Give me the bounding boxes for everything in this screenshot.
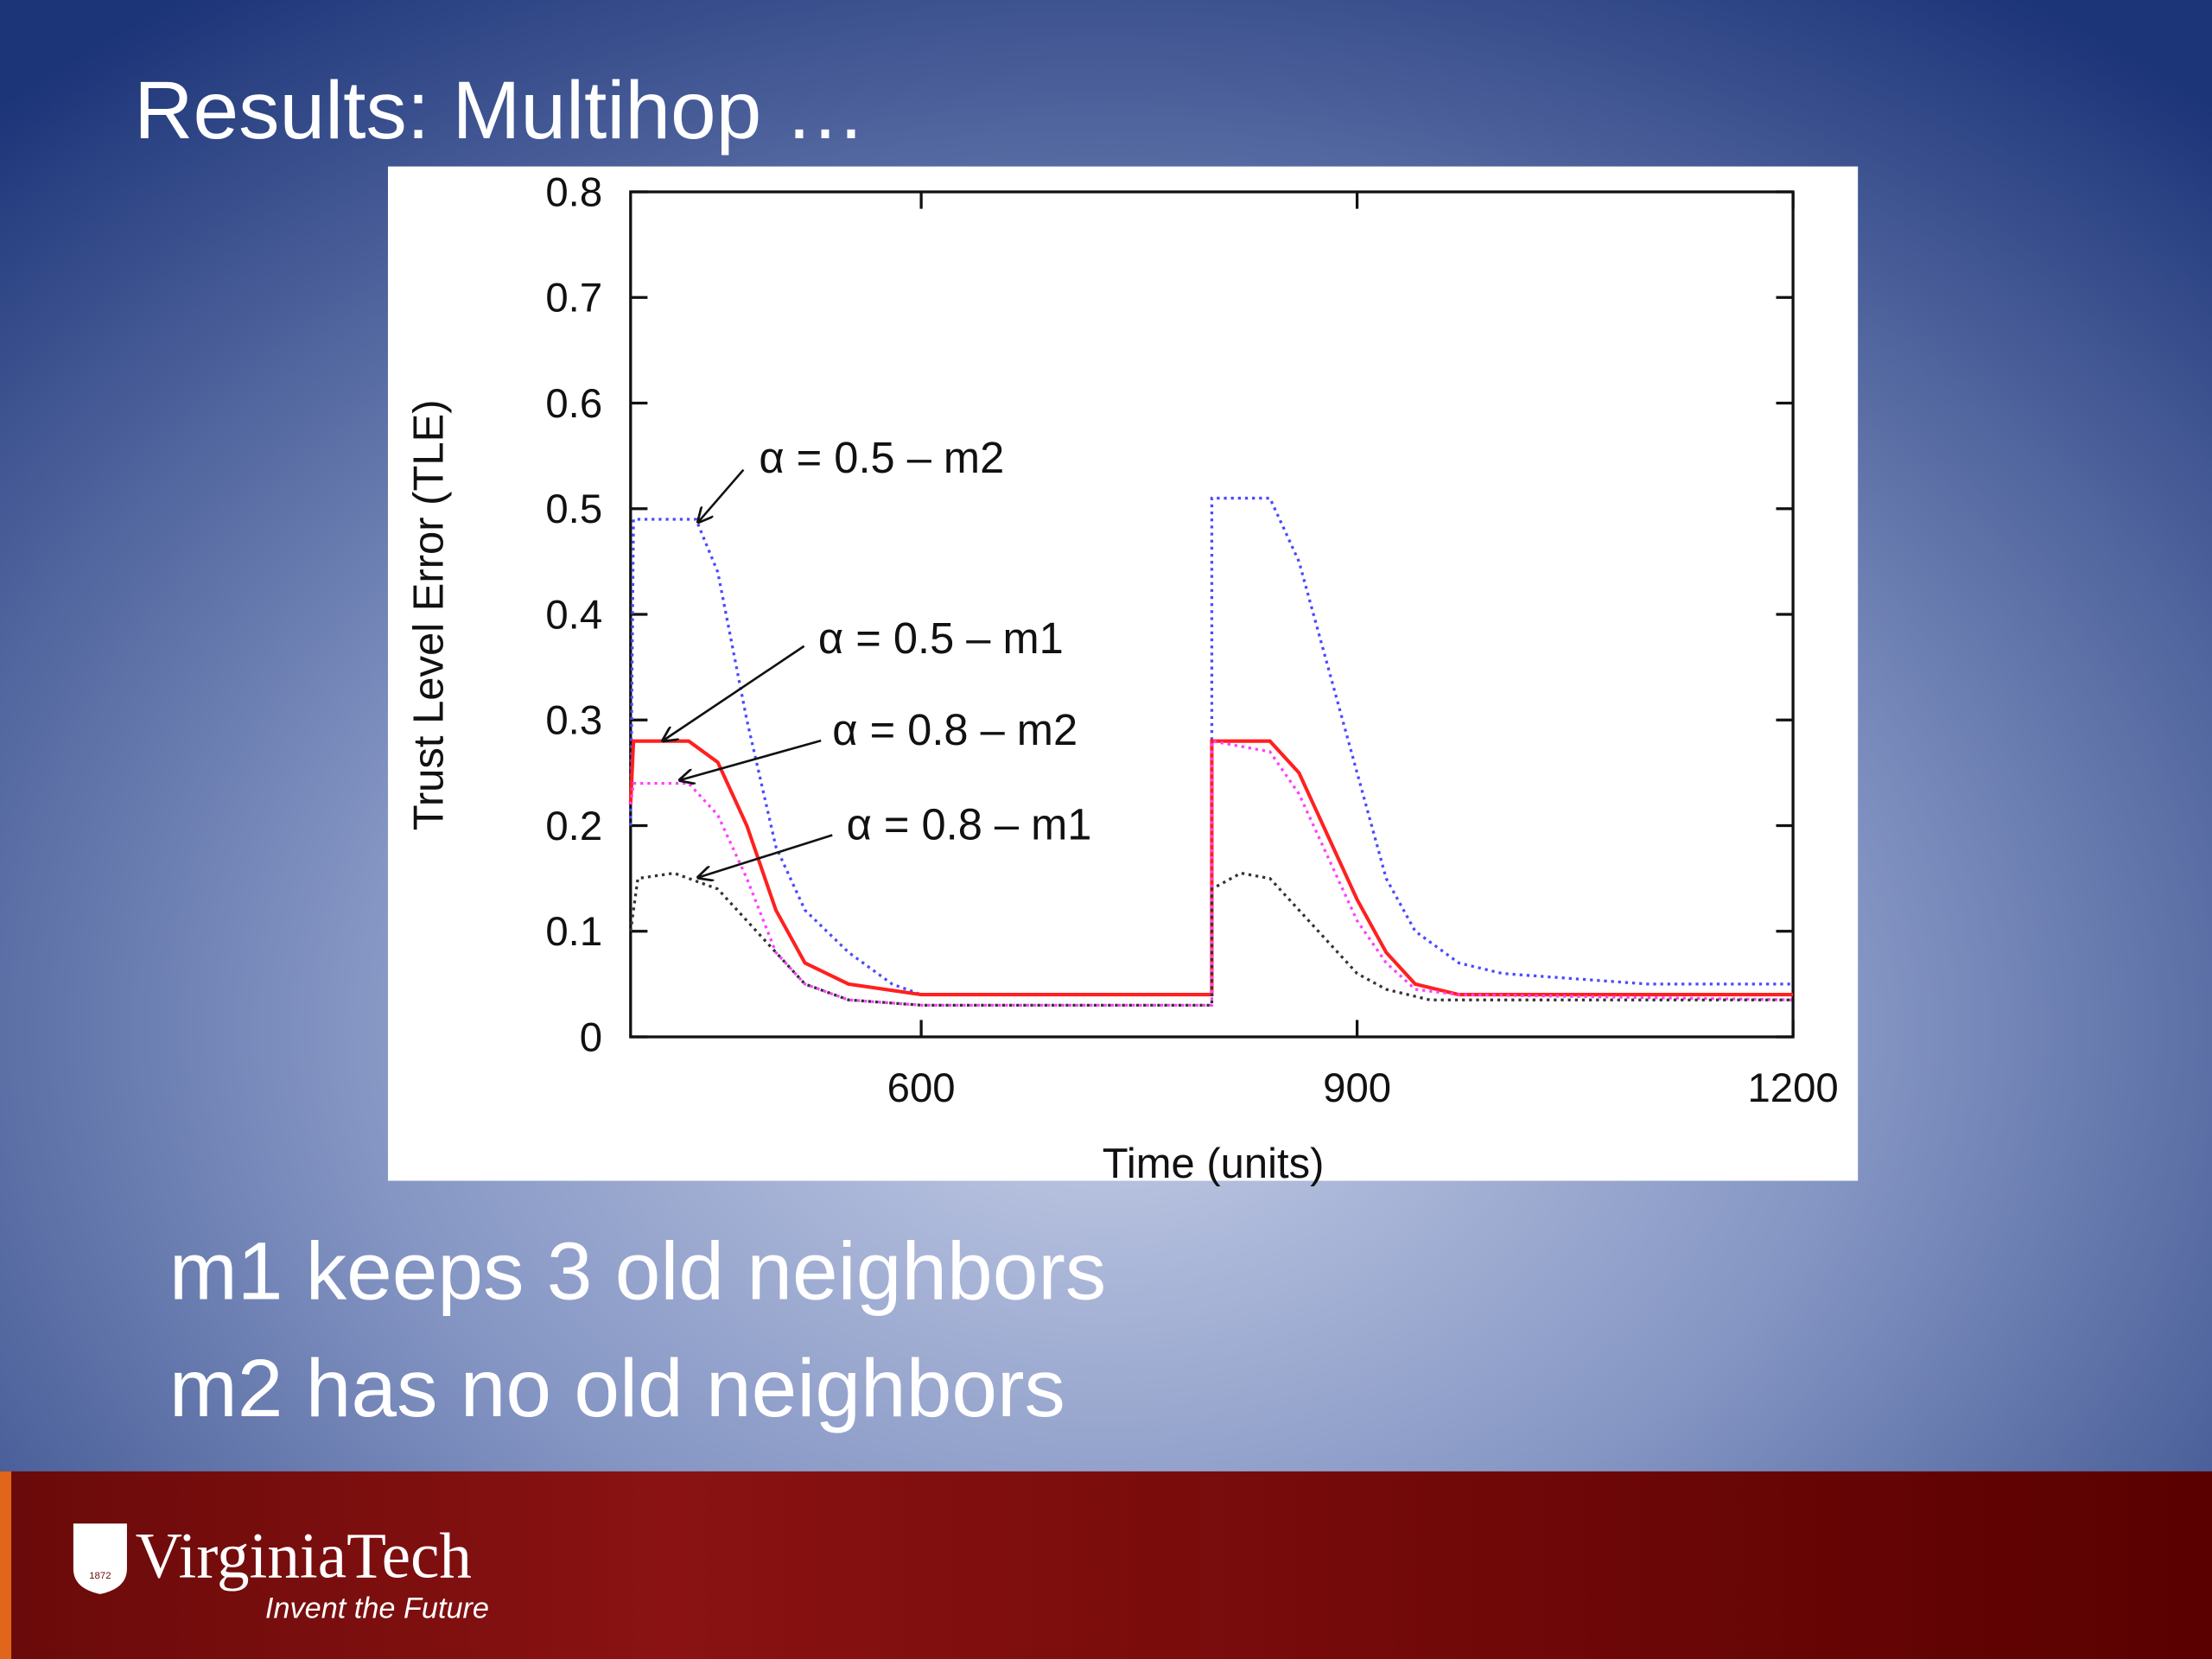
- annotation-arrow: [680, 739, 822, 780]
- annotation-arrow: [698, 834, 833, 878]
- y-tick-label: 0.2: [545, 804, 602, 849]
- series-label: α = 0.5 – m1: [818, 613, 1064, 663]
- annotation-arrow: [663, 645, 805, 741]
- x-tick-label: 1200: [1747, 1065, 1838, 1111]
- y-tick-label: 0.4: [545, 592, 602, 638]
- note: m1 keeps 3 old neighbors: [169, 1226, 1106, 1318]
- y-tick-label: 0.5: [545, 486, 602, 532]
- annotation-arrow: [698, 468, 745, 522]
- x-tick-label: 900: [1323, 1065, 1391, 1111]
- y-tick-label: 0: [580, 1014, 602, 1060]
- y-tick-label: 0.3: [545, 698, 602, 744]
- footer-band: [0, 1471, 2212, 1659]
- y-tick-label: 0.6: [545, 381, 602, 427]
- series-label: α = 0.5 – m2: [759, 433, 1004, 482]
- note: m2 has no old neighbors: [169, 1343, 1065, 1434]
- brand: VirginiaTech: [136, 1520, 472, 1592]
- tagline: Invent the Future: [265, 1592, 489, 1625]
- chart-background: [387, 166, 1859, 1181]
- series-line: [629, 871, 1794, 1007]
- y-axis-label: Trust Level Error (TLE): [406, 399, 453, 830]
- x-tick-label: 600: [887, 1065, 956, 1111]
- series-label: α = 0.8 – m1: [847, 799, 1092, 849]
- chart: Time (units) Trust Level Error (TLE) 0 0.…: [387, 166, 1859, 1187]
- series-line: [629, 496, 1794, 996]
- slide-title: Results: Multihop …: [134, 65, 866, 156]
- x-axis-label: Time (units): [1103, 1141, 1325, 1187]
- series-label: α = 0.8 – m2: [832, 705, 1077, 754]
- logo-year: 1872: [89, 1571, 111, 1581]
- y-tick-label: 0.1: [545, 909, 602, 955]
- y-tick-label: 0.7: [545, 276, 602, 321]
- logo-shield: 1872: [73, 1523, 127, 1594]
- series-line: [629, 739, 1794, 1007]
- y-tick-label: 0.8: [545, 169, 602, 215]
- footer-accent: [0, 1471, 12, 1659]
